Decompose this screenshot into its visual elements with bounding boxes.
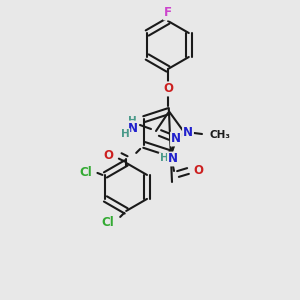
Text: O: O: [163, 82, 173, 95]
Text: N: N: [168, 152, 178, 166]
Text: F: F: [164, 7, 172, 20]
Text: H: H: [128, 116, 136, 126]
Text: N: N: [171, 133, 181, 146]
Text: N: N: [128, 122, 138, 134]
Text: O: O: [103, 149, 113, 162]
Text: CH₃: CH₃: [210, 130, 231, 140]
Text: N: N: [183, 125, 193, 139]
Text: Cl: Cl: [79, 167, 92, 179]
Text: Cl: Cl: [102, 216, 115, 230]
Text: O: O: [193, 164, 203, 178]
Text: H: H: [121, 129, 129, 139]
Text: H: H: [160, 153, 168, 163]
